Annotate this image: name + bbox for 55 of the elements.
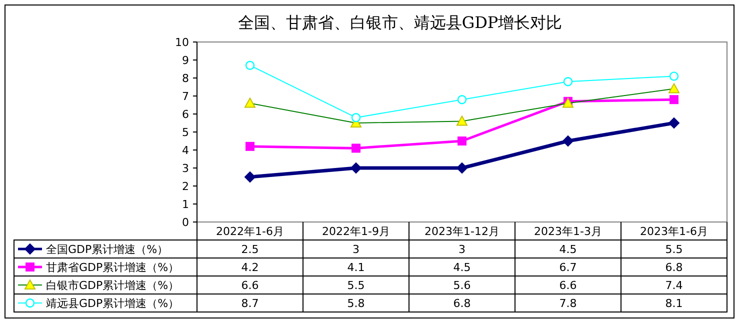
x-tick-label: 2023年1-12月 — [424, 225, 500, 238]
point — [351, 113, 361, 122]
x-tick-label: 2022年1-6月 — [216, 225, 284, 238]
y-tick-label: 1 — [182, 198, 189, 211]
legend-label: 白银市GDP累计增速（%） — [46, 279, 180, 292]
data-label: 8.1 — [665, 297, 683, 310]
y-tick-label: 6 — [182, 108, 189, 121]
data-label: 2.5 — [241, 243, 259, 256]
point — [562, 136, 574, 146]
data-label: 4.5 — [559, 243, 577, 256]
data-label: 7.4 — [665, 279, 683, 292]
y-tick-label: 3 — [182, 162, 189, 175]
data-label: 5.6 — [453, 279, 471, 292]
point — [457, 95, 467, 104]
data-label: 6.8 — [665, 261, 683, 274]
data-label: 7.8 — [559, 297, 577, 310]
chart-title: 全国、甘肃省、白银市、靖远县GDP增长对比 — [238, 13, 562, 32]
data-label: 5.5 — [347, 279, 365, 292]
data-label: 4.1 — [347, 261, 365, 274]
data-label: 5.8 — [347, 297, 365, 310]
point — [669, 72, 679, 81]
point — [244, 172, 256, 182]
legend-label: 甘肃省GDP累计增速（%） — [46, 261, 180, 274]
legend-label: 全国GDP累计增速（%） — [46, 243, 168, 256]
y-tick-label: 7 — [182, 90, 189, 103]
data-label: 4.2 — [241, 261, 259, 274]
point — [245, 60, 255, 70]
point — [352, 144, 360, 153]
y-tick-label: 4 — [182, 144, 189, 157]
data-label: 6.6 — [559, 279, 577, 292]
data-label: 6.8 — [453, 297, 471, 310]
point — [668, 118, 680, 128]
data-label: 3 — [352, 243, 360, 256]
legend-label: 靖远县GDP累计增速（%） — [46, 297, 180, 310]
data-label: 5.5 — [665, 243, 683, 256]
point — [670, 95, 678, 104]
data-label: 6.7 — [559, 261, 577, 274]
point — [246, 142, 254, 151]
data-label: 4.5 — [453, 261, 471, 274]
x-tick-label: 2023年1-6月 — [640, 225, 708, 238]
y-tick-label: 10 — [175, 36, 189, 49]
data-label: 8.7 — [241, 297, 259, 310]
data-label: 3 — [458, 243, 466, 256]
y-tick-label: 5 — [182, 126, 189, 139]
point — [458, 136, 466, 146]
y-tick-label: 8 — [182, 72, 189, 85]
point — [456, 162, 468, 174]
x-tick-label: 2023年1-3月 — [534, 225, 602, 238]
point — [563, 77, 573, 86]
x-tick-label: 2022年1-9月 — [322, 225, 390, 238]
y-tick-label: 2 — [182, 180, 189, 193]
y-tick-label: 0 — [182, 216, 189, 229]
point — [350, 162, 362, 174]
data-label: 6.6 — [241, 279, 259, 292]
y-tick-label: 9 — [182, 54, 189, 67]
